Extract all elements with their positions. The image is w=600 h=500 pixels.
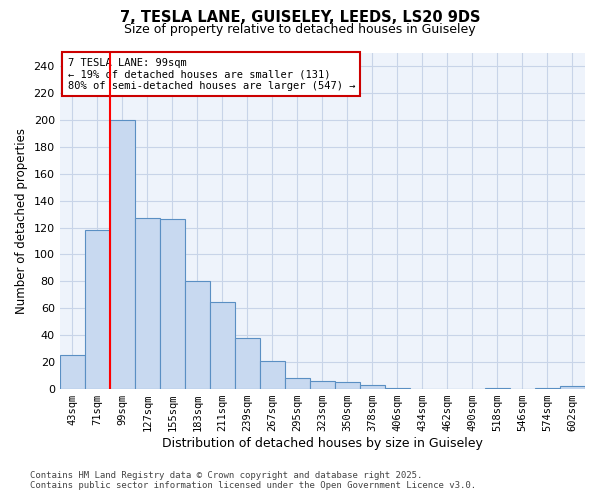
Bar — [285, 378, 310, 389]
Bar — [110, 120, 135, 389]
Bar — [235, 338, 260, 389]
Y-axis label: Number of detached properties: Number of detached properties — [15, 128, 28, 314]
Bar — [185, 282, 210, 389]
Bar — [260, 361, 285, 389]
Bar — [535, 388, 560, 389]
Bar — [310, 381, 335, 389]
Bar — [210, 302, 235, 389]
Text: Contains HM Land Registry data © Crown copyright and database right 2025.
Contai: Contains HM Land Registry data © Crown c… — [30, 470, 476, 490]
Bar — [360, 385, 385, 389]
Bar — [560, 386, 585, 389]
Bar — [59, 356, 85, 389]
Text: 7 TESLA LANE: 99sqm
← 19% of detached houses are smaller (131)
80% of semi-detac: 7 TESLA LANE: 99sqm ← 19% of detached ho… — [68, 58, 355, 90]
Bar — [160, 220, 185, 389]
Bar — [335, 382, 360, 389]
Text: 7, TESLA LANE, GUISELEY, LEEDS, LS20 9DS: 7, TESLA LANE, GUISELEY, LEEDS, LS20 9DS — [120, 10, 480, 25]
Text: Size of property relative to detached houses in Guiseley: Size of property relative to detached ho… — [124, 22, 476, 36]
Bar — [85, 230, 110, 389]
Bar — [385, 388, 410, 389]
Bar — [485, 388, 510, 389]
Bar — [135, 218, 160, 389]
X-axis label: Distribution of detached houses by size in Guiseley: Distribution of detached houses by size … — [162, 437, 483, 450]
